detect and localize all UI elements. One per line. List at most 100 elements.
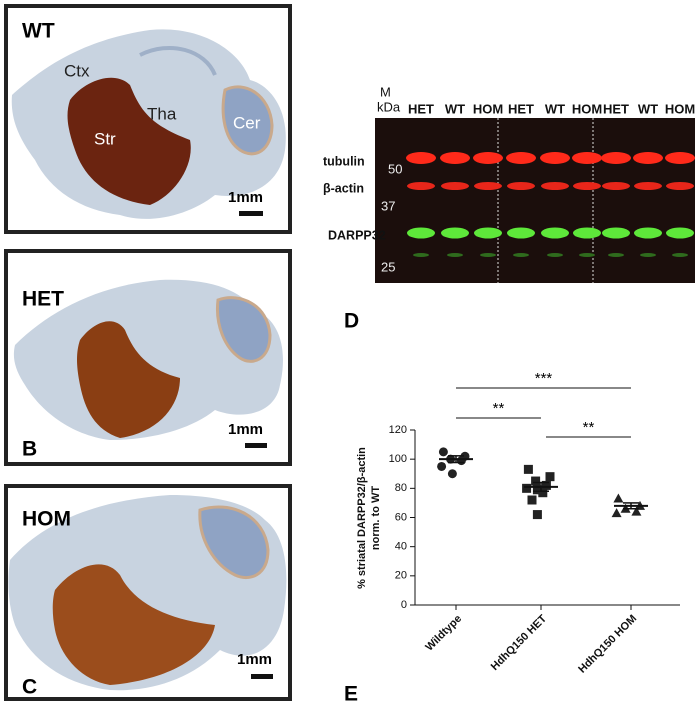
y-tick-label: 100 — [389, 453, 407, 465]
y-tick-label: 120 — [389, 424, 407, 436]
data-point — [631, 506, 642, 516]
scale-label: 1mm — [228, 189, 263, 206]
band — [666, 227, 694, 239]
region-label: Str — [94, 129, 116, 148]
data-point — [541, 480, 551, 490]
x-tick-label: HdhQ150 HOM — [576, 613, 639, 676]
band — [602, 182, 630, 190]
genotype-label: HOM — [22, 508, 71, 531]
size-label: 50 — [388, 161, 402, 176]
band — [602, 227, 630, 239]
panel-letter: E — [344, 683, 358, 706]
band — [447, 253, 463, 257]
lane-label: WT — [445, 101, 465, 116]
data-point — [611, 508, 622, 518]
data-point — [523, 464, 533, 474]
band — [406, 152, 436, 164]
protein-label: tubulin — [323, 154, 365, 168]
y-tick-label: 20 — [395, 570, 407, 582]
band — [474, 182, 502, 190]
panel-c: HOM C 1mm — [4, 484, 292, 701]
scale-bar — [239, 211, 263, 216]
band — [579, 253, 595, 257]
scale-bar — [245, 443, 267, 448]
panel-letter: B — [22, 438, 37, 461]
band — [608, 253, 624, 257]
marker-label: M — [380, 84, 391, 99]
region-label: Cer — [233, 113, 261, 132]
lane-label: WT — [638, 101, 658, 116]
band — [473, 152, 503, 164]
scale-label: 1mm — [237, 651, 272, 668]
data-point — [522, 483, 532, 493]
band — [513, 253, 529, 257]
band — [666, 182, 694, 190]
genotype-label: WT — [22, 20, 55, 43]
scale-label: 1mm — [228, 421, 263, 438]
lane-label: WT — [545, 101, 565, 116]
panel-letter: D — [344, 310, 359, 333]
data-point — [447, 469, 457, 479]
data-point — [531, 476, 541, 486]
genotype-label: HET — [22, 288, 64, 311]
lane-label: HOM — [572, 101, 602, 116]
significance-label: ** — [583, 419, 595, 436]
band — [640, 253, 656, 257]
band — [634, 227, 662, 239]
band — [633, 152, 663, 164]
band — [440, 152, 470, 164]
band — [665, 152, 695, 164]
protein-label: DARPP32 — [328, 228, 386, 242]
band — [541, 182, 569, 190]
data-point — [545, 472, 555, 482]
band — [572, 152, 602, 164]
y-tick-label: 0 — [401, 599, 407, 611]
lane-label: HOM — [473, 101, 503, 116]
band — [573, 182, 601, 190]
y-tick-label: 40 — [395, 541, 407, 553]
band — [601, 152, 631, 164]
y-axis-label: % striatal DARPP32/β-actin — [356, 447, 368, 589]
x-tick-label: HdhQ150 HET — [489, 613, 550, 674]
dot-plot: E 0 20 40 60 80 100 120 % striatal DARPP32/β-ac… — [344, 370, 680, 706]
band — [672, 253, 688, 257]
lane-label: HET — [408, 101, 434, 116]
band — [506, 152, 536, 164]
band — [407, 182, 435, 190]
protein-label: β-actin — [323, 181, 364, 195]
band — [541, 227, 569, 239]
band — [441, 182, 469, 190]
panel-a: WT Ctx Tha Str Cer 1mm — [4, 4, 292, 234]
lane-label: HET — [508, 101, 534, 116]
y-tick-label: 80 — [395, 482, 407, 494]
significance-label: ** — [493, 400, 505, 417]
data-point — [456, 456, 466, 466]
unit-label: kDa — [377, 99, 401, 114]
size-label: 37 — [381, 198, 395, 213]
western-blot: M kDa tubulin β-actin DARPP32 50 37 25 D… — [323, 84, 695, 332]
data-point — [527, 495, 537, 505]
band — [407, 227, 435, 239]
panel-letter: C — [22, 676, 37, 699]
band — [547, 253, 563, 257]
band — [634, 182, 662, 190]
y-axis-label: norm. to WT — [370, 486, 382, 550]
data-point — [613, 493, 624, 503]
band — [474, 227, 502, 239]
data-point — [438, 447, 448, 457]
band — [507, 227, 535, 239]
band — [507, 182, 535, 190]
lane-label: HOM — [665, 101, 695, 116]
band — [413, 253, 429, 257]
y-tick-label: 60 — [395, 511, 407, 523]
significance-label: *** — [535, 370, 553, 387]
band — [573, 227, 601, 239]
lane-label: HET — [603, 101, 629, 116]
data-point — [437, 461, 447, 471]
data-point — [532, 510, 542, 520]
size-label: 25 — [381, 259, 395, 274]
band — [480, 253, 496, 257]
data-point — [538, 488, 548, 498]
panel-b: HET B 1mm — [4, 249, 292, 466]
